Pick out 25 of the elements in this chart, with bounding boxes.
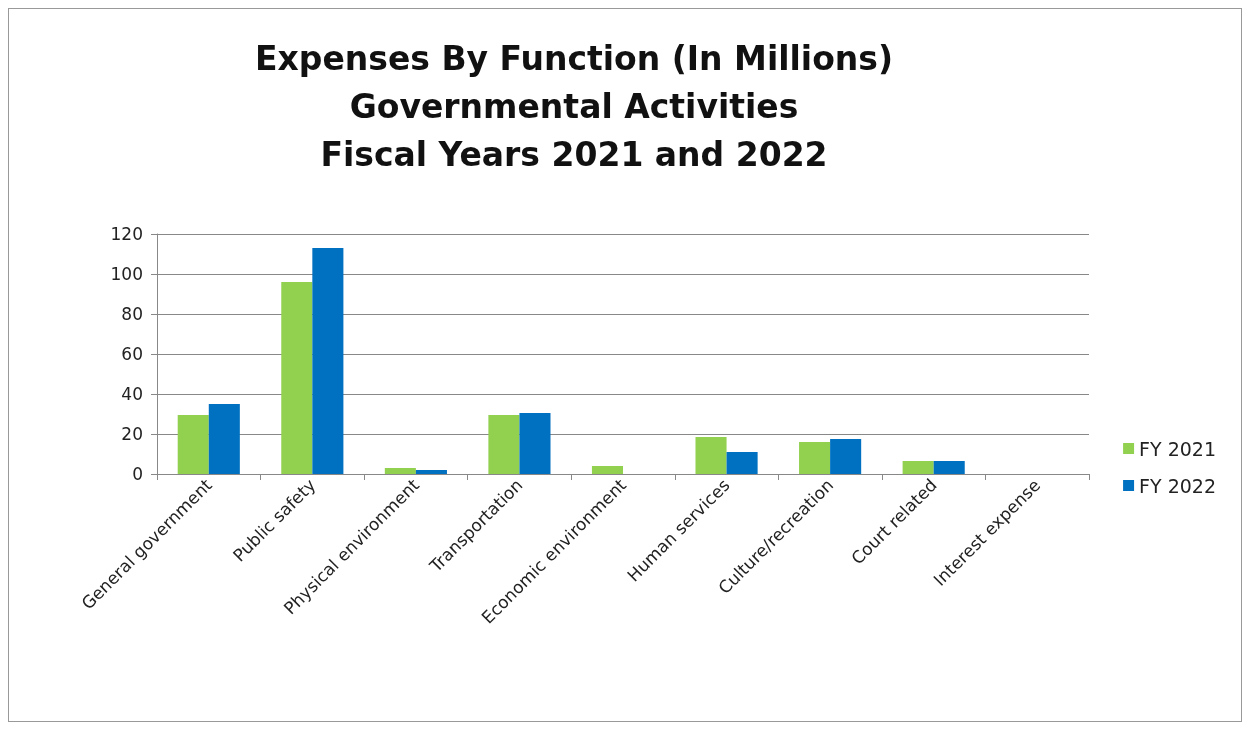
y-tick-label: 100: [110, 264, 143, 284]
bar: [208, 404, 240, 474]
bar: [519, 413, 551, 474]
bar: [830, 439, 862, 474]
bar: [902, 461, 934, 474]
y-tick-label: 0: [132, 464, 143, 484]
chart-title: Expenses By Function (In Millions) Governmental Activities Fiscal Years 2021 and 2022: [254, 38, 894, 174]
legend-label: FY 2022: [1139, 474, 1217, 497]
y-tick-label: 20: [121, 424, 143, 444]
y-tick-label: 120: [110, 224, 143, 244]
bar: [726, 452, 758, 474]
y-tick-label: 80: [121, 304, 143, 324]
bar: [281, 282, 313, 474]
bar: [177, 415, 209, 474]
bar: [591, 466, 623, 474]
bar: [415, 470, 447, 474]
y-tick-label: 60: [121, 344, 143, 364]
bar: [799, 442, 831, 474]
y-tick-label: 40: [121, 384, 143, 404]
bar: [312, 248, 344, 474]
bar: [695, 437, 727, 474]
bar: [933, 461, 965, 474]
bar: [488, 415, 520, 474]
legend-label: FY 2021: [1139, 437, 1217, 460]
bar: [384, 468, 416, 474]
